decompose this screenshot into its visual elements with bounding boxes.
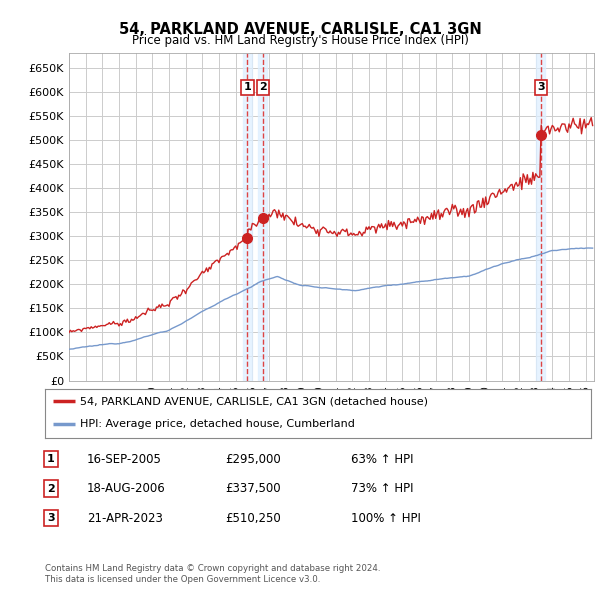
Text: 1: 1 <box>47 454 55 464</box>
Text: 73% ↑ HPI: 73% ↑ HPI <box>351 482 413 495</box>
Text: 3: 3 <box>47 513 55 523</box>
Text: 2: 2 <box>259 83 267 93</box>
Bar <box>536 53 545 381</box>
Text: This data is licensed under the Open Government Licence v3.0.: This data is licensed under the Open Gov… <box>45 575 320 584</box>
Text: HPI: Average price, detached house, Cumberland: HPI: Average price, detached house, Cumb… <box>80 419 355 430</box>
Bar <box>243 53 252 381</box>
Text: 21-APR-2023: 21-APR-2023 <box>87 512 163 525</box>
Text: 54, PARKLAND AVENUE, CARLISLE, CA1 3GN (detached house): 54, PARKLAND AVENUE, CARLISLE, CA1 3GN (… <box>80 396 428 407</box>
Bar <box>258 53 268 381</box>
Text: Contains HM Land Registry data © Crown copyright and database right 2024.: Contains HM Land Registry data © Crown c… <box>45 565 380 573</box>
Text: Price paid vs. HM Land Registry's House Price Index (HPI): Price paid vs. HM Land Registry's House … <box>131 34 469 47</box>
Text: 18-AUG-2006: 18-AUG-2006 <box>87 482 166 495</box>
Text: £337,500: £337,500 <box>225 482 281 495</box>
Text: 3: 3 <box>537 83 545 93</box>
Text: £510,250: £510,250 <box>225 512 281 525</box>
Text: 1: 1 <box>244 83 251 93</box>
Text: 16-SEP-2005: 16-SEP-2005 <box>87 453 162 466</box>
Text: £295,000: £295,000 <box>225 453 281 466</box>
Text: 100% ↑ HPI: 100% ↑ HPI <box>351 512 421 525</box>
Text: 2: 2 <box>47 484 55 493</box>
Text: 63% ↑ HPI: 63% ↑ HPI <box>351 453 413 466</box>
Text: 54, PARKLAND AVENUE, CARLISLE, CA1 3GN: 54, PARKLAND AVENUE, CARLISLE, CA1 3GN <box>119 22 481 37</box>
